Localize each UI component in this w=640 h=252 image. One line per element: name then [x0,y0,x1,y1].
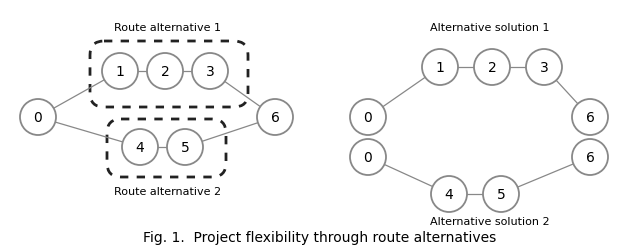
Text: 5: 5 [180,140,189,154]
Text: 1: 1 [116,65,124,79]
Circle shape [483,176,519,212]
Circle shape [431,176,467,212]
Text: Fig. 1.  Project flexibility through route alternatives: Fig. 1. Project flexibility through rout… [143,230,497,244]
Circle shape [122,130,158,165]
Text: 5: 5 [497,187,506,201]
Circle shape [422,50,458,86]
Circle shape [257,100,293,136]
Circle shape [572,139,608,175]
Text: 6: 6 [271,111,280,124]
Circle shape [147,54,183,90]
Text: 3: 3 [540,61,548,75]
Text: 2: 2 [488,61,497,75]
Circle shape [167,130,203,165]
Circle shape [474,50,510,86]
Circle shape [526,50,562,86]
Circle shape [102,54,138,90]
Text: 1: 1 [436,61,444,75]
Text: Route alternative 2: Route alternative 2 [115,186,221,196]
Circle shape [20,100,56,136]
Text: 0: 0 [34,111,42,124]
Text: 6: 6 [586,150,595,164]
Text: 0: 0 [364,150,372,164]
Text: 4: 4 [136,140,145,154]
Circle shape [572,100,608,136]
Circle shape [350,139,386,175]
Text: 4: 4 [445,187,453,201]
Circle shape [192,54,228,90]
Circle shape [350,100,386,136]
Text: 6: 6 [586,111,595,124]
Text: Alternative solution 2: Alternative solution 2 [430,216,550,226]
Text: Alternative solution 1: Alternative solution 1 [430,23,550,33]
Text: 3: 3 [205,65,214,79]
Text: 0: 0 [364,111,372,124]
Text: 2: 2 [161,65,170,79]
Text: Route alternative 1: Route alternative 1 [115,23,221,33]
